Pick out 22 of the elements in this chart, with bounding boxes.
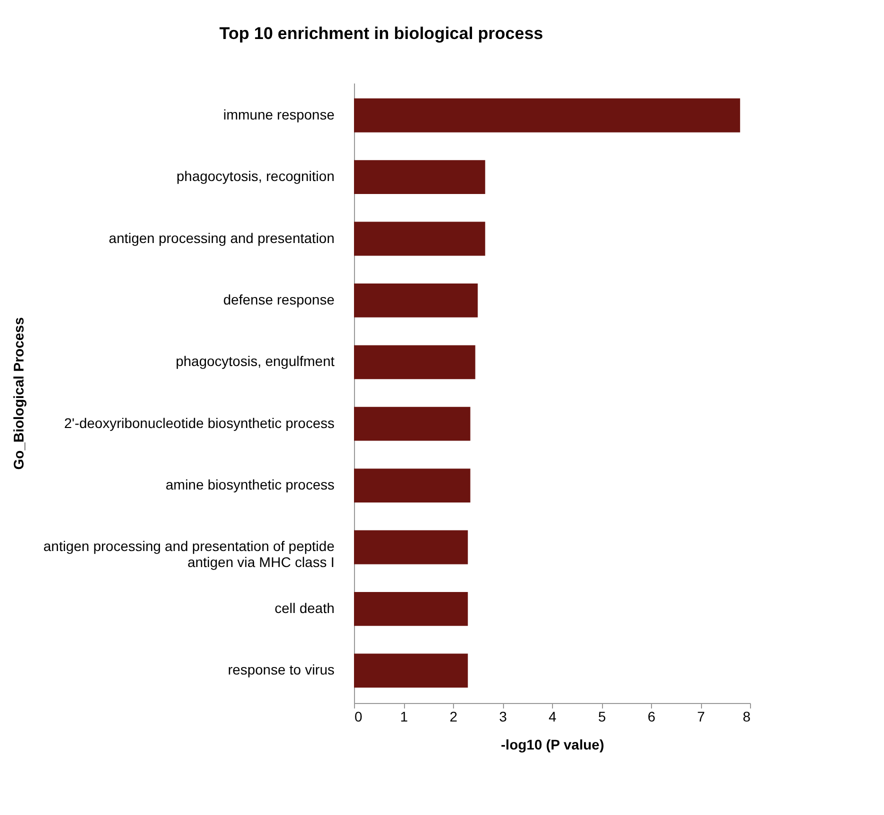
x-tick-label: 0 xyxy=(354,708,362,724)
x-tick-label: 8 xyxy=(742,708,751,724)
y-tick-label: 2'-deoxyribonucleotide biosynthetic process xyxy=(64,414,334,431)
y-tick-label: response to virus xyxy=(228,662,334,678)
y-tick-label: amine biosynthetic process xyxy=(166,476,334,493)
x-tick-label: 5 xyxy=(598,708,606,724)
x-tick-label: 7 xyxy=(697,708,706,724)
y-tick-label: cell death xyxy=(274,600,334,616)
chart-title: Top 10 enrichment in biological process xyxy=(219,24,544,43)
y-axis-title: Go_Biological Process xyxy=(10,317,26,470)
y-tick-label: phagocytosis, recognition xyxy=(176,168,334,184)
y-tick-label: antigen processing and presentation of peptide antigen via MHC class I xyxy=(43,538,335,570)
x-tick-label: 2 xyxy=(450,708,458,724)
y-tick-label: immune response xyxy=(223,106,335,122)
x-tick-label: 1 xyxy=(400,708,408,724)
x-tick-label: 4 xyxy=(548,708,557,724)
x-tick-label: 6 xyxy=(648,708,656,724)
y-tick-label: defense response xyxy=(223,291,335,308)
y-tick-label: phagocytosis, engulfment xyxy=(176,353,335,370)
y-tick-label: antigen processing and presentation xyxy=(108,230,334,246)
x-tick-label: 3 xyxy=(499,708,508,724)
x-axis-title: -log10 (P value) xyxy=(500,736,604,752)
